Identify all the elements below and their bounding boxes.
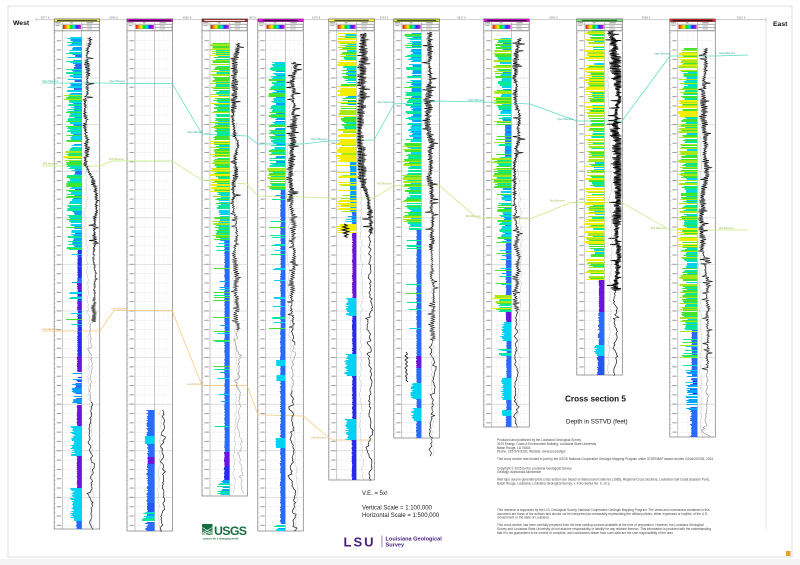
- svg-text:3079 Energy, Coast & Environme: 3079 Energy, Coast & Environment Buildin…: [497, 442, 597, 446]
- svg-text:West: West: [13, 20, 30, 27]
- svg-text:Government or the state of Lou: Government or the state of Louisiana.: [497, 516, 550, 520]
- svg-text:Uper Miocene: Uper Miocene: [654, 52, 671, 56]
- svg-text:3443 ft: 3443 ft: [380, 16, 389, 20]
- svg-text:Survey: Survey: [386, 543, 406, 549]
- svg-text:Survey and Louisiana State Uni: Survey and Louisiana State University do…: [497, 527, 711, 531]
- svg-text:Uper Miocene: Uper Miocene: [109, 79, 126, 83]
- svg-text:Mid Miocene: Mid Miocene: [719, 226, 734, 230]
- svg-text:603 ft: 603 ft: [249, 16, 256, 20]
- svg-text:Mid Miocene: Mid Miocene: [377, 182, 392, 186]
- svg-text:East: East: [773, 21, 788, 28]
- svg-text:Mid Miocene: Mid Miocene: [466, 214, 481, 218]
- svg-text:Uper Miocene: Uper Miocene: [719, 51, 736, 55]
- svg-text:Low Miocene: Low Miocene: [42, 327, 58, 331]
- svg-text:Depth in SSTVD (feet): Depth in SSTVD (feet): [566, 419, 628, 426]
- svg-text:Uper Miocene: Uper Miocene: [557, 117, 574, 121]
- svg-text:science for a changing world: science for a changing world: [203, 536, 239, 540]
- svg-text:Well tops used in generating t: Well tops used in generating this cross …: [497, 478, 710, 482]
- svg-text:5096 ft: 5096 ft: [109, 16, 118, 20]
- svg-text:Copyright © 2025 by the Louisi: Copyright © 2025 by the Louisiana Geolog…: [497, 466, 572, 470]
- svg-text:Produced and published by the: Produced and published by the Louisiana …: [497, 438, 581, 442]
- svg-text:that it is not guaranteed to b: that it is not guaranteed to be correct …: [497, 531, 674, 535]
- svg-text:6817 ft: 6817 ft: [457, 16, 466, 20]
- svg-text:Baton Rouge, LA 70803: Baton Rouge, LA 70803: [497, 446, 531, 450]
- svg-text:Horizontal Scale = 1:500,000: Horizontal Scale = 1:500,000: [362, 513, 440, 519]
- svg-text:This cross section has been ca: This cross section has been carefully pr…: [497, 523, 704, 527]
- svg-text:Uper Miocene: Uper Miocene: [377, 100, 394, 104]
- svg-text:Vertical Scale = 1:100,000: Vertical Scale = 1:100,000: [362, 506, 433, 512]
- svg-text:This cross section was funded: This cross section was funded in part by…: [497, 457, 714, 461]
- svg-text:Cross section 5: Cross section 5: [565, 395, 626, 404]
- svg-text:Louisiana Geological: Louisiana Geological: [386, 537, 443, 543]
- svg-text:Uper Miocene: Uper Miocene: [468, 98, 485, 102]
- svg-text:Mid Miocene: Mid Miocene: [550, 199, 565, 203]
- svg-text:Uper Miocene: Uper Miocene: [187, 130, 204, 134]
- svg-text:4376 ft: 4376 ft: [312, 16, 321, 20]
- svg-text:6368 ft: 6368 ft: [642, 16, 651, 20]
- svg-text:4964 ft: 4964 ft: [183, 16, 192, 20]
- svg-text:Mid Miocene: Mid Miocene: [651, 226, 666, 230]
- svg-text:Low Miocene: Low Miocene: [187, 382, 203, 386]
- svg-text:USGS: USGS: [214, 524, 247, 538]
- svg-text:Low Miocene: Low Miocene: [111, 307, 127, 311]
- svg-text:Geology: Akintobola Akintomide: Geology: Akintobola Akintomide: [497, 470, 541, 474]
- svg-text:Uper Miocene: Uper Miocene: [42, 79, 59, 83]
- svg-text:V.E. = 5x!: V.E. = 5x!: [362, 491, 388, 497]
- svg-text:Phone: 225-578-5320, Website:: Phone: 225-578-5320, Website: www.lsu.ed…: [497, 450, 566, 454]
- svg-text:Low Miocene: Low Miocene: [311, 436, 327, 440]
- svg-text:Mid Miocene: Mid Miocene: [43, 162, 58, 166]
- svg-text:2015 ft: 2015 ft: [737, 16, 746, 20]
- svg-text:This research is supported by: This research is supported by the U.S. G…: [497, 508, 710, 512]
- svg-text:Uper Miocene: Uper Miocene: [311, 137, 328, 141]
- svg-text:5577 ft: 5577 ft: [41, 16, 50, 20]
- svg-text:Mid Miocene: Mid Miocene: [109, 157, 124, 161]
- svg-text:LSU: LSU: [344, 534, 376, 549]
- svg-text:document are those of the auth: document are those of the authors and sh…: [497, 512, 708, 516]
- svg-text:Baton Rouge, Louisiana, Louisi: Baton Rouge, Louisiana, Louisiana Geolog…: [497, 482, 611, 486]
- svg-text:5091 ft: 5091 ft: [549, 16, 558, 20]
